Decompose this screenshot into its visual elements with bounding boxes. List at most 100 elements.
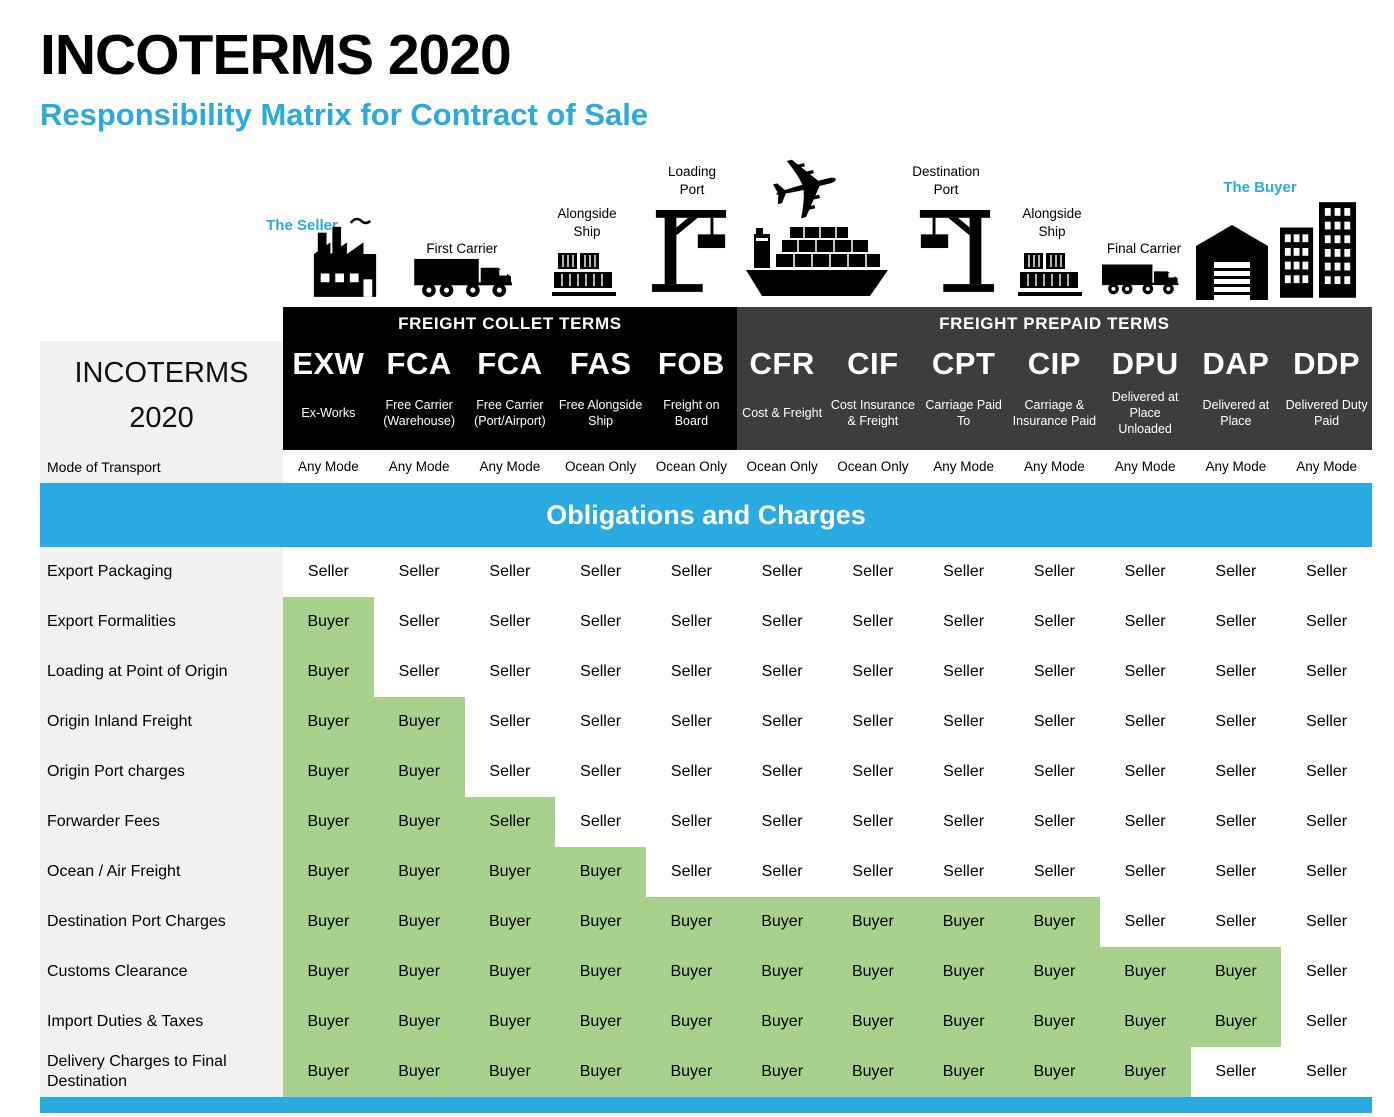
matrix-cell: Seller [1190, 897, 1282, 947]
column-header-0-exw: EXW Ex-Works [283, 341, 374, 450]
matrix-cell: Seller [1099, 547, 1191, 597]
column-headers: EXW Ex-Works FCA Free Carrier (Warehouse) FC… [283, 341, 1372, 450]
matrix-cell: Seller [1281, 647, 1372, 697]
incoterm-name: Cost & Freight [742, 405, 823, 420]
table-row: Loading at Point of Origin Buyer Seller Sel… [40, 647, 1372, 697]
matrix-cell: Seller [1099, 647, 1191, 697]
matrix-cell: Buyer [827, 997, 919, 1047]
matrix-cell: Seller [827, 797, 919, 847]
warehouse-icon [1196, 225, 1268, 300]
table-corner-title: INCOTERMS 2020 [40, 341, 283, 450]
matrix-cell: Buyer [373, 997, 465, 1047]
matrix-cell: Seller [646, 747, 737, 797]
matrix-cell: Seller [827, 697, 919, 747]
column-header-7-cpt: CPT Carriage Paid To [918, 341, 1009, 450]
matrix-cell: Seller [1281, 1047, 1372, 1097]
matrix-cell: Seller [1281, 847, 1372, 897]
airplane-icon: ✈ [758, 131, 854, 247]
mode-of-transport-value: Ocean Only [746, 459, 818, 474]
matrix-cell: Buyer [918, 1047, 1009, 1097]
matrix-cell: Seller [1190, 547, 1282, 597]
row-cells: Buyer Buyer Seller Seller Seller Seller Seller… [283, 797, 1372, 847]
incoterm-name: Delivered at Place Unloaded [1111, 389, 1179, 437]
final-carrier-label: Final Carrier [1106, 241, 1182, 256]
matrix-cell: Seller [918, 547, 1009, 597]
matrix-cell: Buyer [373, 847, 465, 897]
city-buildings-icon [1280, 202, 1357, 298]
matrix-cell: Buyer [464, 1047, 556, 1097]
row-label: Import Duties & Taxes [40, 997, 283, 1047]
incoterm-name: Carriage Paid To [925, 397, 1002, 428]
mode-of-transport-value: Ocean Only [837, 459, 909, 474]
row-cells: Buyer Buyer Buyer Buyer Seller Seller Seller Se… [283, 847, 1372, 897]
matrix-cell: Seller [555, 597, 646, 647]
matrix-cell: Buyer [283, 947, 374, 997]
matrix-cell: Seller [918, 697, 1009, 747]
matrix-cell: Seller [646, 697, 737, 747]
factory-icon [313, 217, 377, 297]
mode-of-transport-value: Any Mode [388, 459, 450, 474]
matrix-cell: Buyer [736, 947, 828, 997]
matrix-cell: Buyer [1009, 997, 1100, 1047]
matrix-cell: Seller [1281, 947, 1372, 997]
matrix-cell: Seller [464, 597, 556, 647]
matrix-cell: Seller [646, 647, 737, 697]
matrix-cell: Seller [464, 797, 556, 847]
matrix-cell: Buyer [283, 1047, 374, 1097]
matrix-cell: Buyer [373, 947, 465, 997]
matrix-cell: Buyer [736, 997, 828, 1047]
row-label: Delivery Charges to Final Destination [40, 1047, 283, 1097]
column-header-6-cif: CIF Cost Insurance & Freight [827, 341, 919, 450]
incoterms-table: FREIGHT COLLET TERMS FREIGHT PREPAID TER… [40, 307, 1372, 1113]
column-header-2-fca: FCA Free Carrier (Port/Airport) [464, 341, 556, 450]
mode-of-transport-value: Ocean Only [564, 459, 637, 474]
matrix-cell: Buyer [827, 897, 919, 947]
matrix-cell: Buyer [283, 647, 374, 697]
matrix-cell: Seller [827, 747, 919, 797]
incoterm-code: EXW [292, 346, 365, 381]
matrix-cell: Seller [1009, 747, 1100, 797]
containers-icon [1018, 253, 1082, 296]
matrix-cell: Buyer [646, 1047, 737, 1097]
freight-prepaid-header: FREIGHT PREPAID TERMS [736, 307, 1372, 341]
destination-crane-icon [919, 210, 994, 292]
bottom-accent-bar [40, 1097, 1372, 1113]
matrix-cell: Seller [1009, 797, 1100, 847]
matrix-cell: Buyer [283, 747, 374, 797]
row-cells: Buyer Seller Seller Seller Seller Seller Selle… [283, 597, 1372, 647]
incoterm-name: Carriage & Insurance Paid [1012, 397, 1097, 428]
matrix-cell: Seller [555, 547, 646, 597]
matrix-cell: Seller [1281, 797, 1372, 847]
matrix-cell: Buyer [464, 847, 556, 897]
row-label: Ocean / Air Freight [40, 847, 283, 897]
matrix-cell: Seller [555, 747, 646, 797]
incoterm-name: Cost Insurance & Freight [830, 397, 915, 428]
mode-of-transport-value: Ocean Only [655, 459, 728, 474]
row-label: Customs Clearance [40, 947, 283, 997]
matrix-cell: Seller [918, 597, 1009, 647]
matrix-cell: Buyer [1099, 1047, 1191, 1097]
seller-label: The Seller [266, 217, 338, 234]
column-header-10-dap: DAP Delivered at Place [1190, 341, 1282, 450]
matrix-cell: Buyer [918, 897, 1009, 947]
table-row: Export Packaging Seller Seller Seller Seller… [40, 547, 1372, 597]
row-cells: Buyer Buyer Seller Seller Seller Seller Seller… [283, 747, 1372, 797]
matrix-cell: Seller [555, 697, 646, 747]
row-cells: Buyer Buyer Buyer Buyer Buyer Buyer Buyer Buyer… [283, 897, 1372, 947]
table-row: Origin Inland Freight Buyer Buyer Seller Sel… [40, 697, 1372, 747]
truck-icon [1102, 264, 1179, 295]
matrix-cell: Seller [827, 597, 919, 647]
table-row: Export Formalities Buyer Seller Seller Selle… [40, 597, 1372, 647]
row-label: Loading at Point of Origin [40, 647, 283, 697]
matrix-cell: Buyer [555, 847, 646, 897]
incoterm-code: FOB [657, 346, 725, 381]
column-header-9-dpu: DPU Delivered at Place Unloaded [1099, 341, 1191, 450]
row-cells: Buyer Buyer Buyer Buyer Buyer Buyer Buyer Buyer… [283, 997, 1372, 1047]
matrix-cell: Buyer [283, 697, 374, 747]
matrix-cell: Seller [1281, 997, 1372, 1047]
matrix-cell: Seller [1099, 747, 1191, 797]
column-header-3-fas: FAS Free Alongside Ship [555, 341, 646, 450]
mode-of-transport-value: Any Mode [297, 459, 359, 474]
matrix-cell: Seller [1099, 797, 1191, 847]
